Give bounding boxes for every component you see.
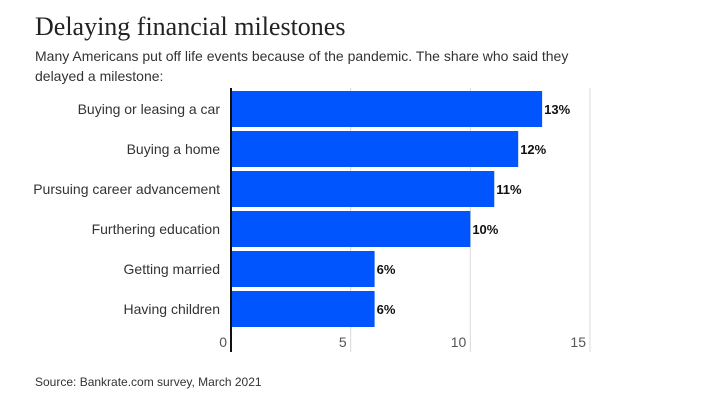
data-label: 11% xyxy=(496,182,522,197)
bar xyxy=(231,291,375,327)
data-label: 10% xyxy=(472,222,498,237)
data-label: 6% xyxy=(377,262,396,277)
bar xyxy=(231,91,543,127)
x-tick-label: 0 xyxy=(219,334,227,350)
data-label: 13% xyxy=(544,102,570,117)
x-tick-label: 15 xyxy=(570,334,586,350)
data-label: 12% xyxy=(520,142,546,157)
data-label: 6% xyxy=(377,302,396,317)
category-label: Buying a home xyxy=(127,141,221,157)
category-label: Furthering education xyxy=(92,221,220,237)
bar xyxy=(231,131,519,167)
x-tick-label: 5 xyxy=(339,334,347,350)
chart-title: Delaying financial milestones xyxy=(35,12,346,41)
x-tick-label: 10 xyxy=(451,334,467,350)
category-label: Getting married xyxy=(124,261,220,277)
chart-source: Source: Bankrate.com survey, March 2021 xyxy=(35,375,262,389)
bar xyxy=(231,211,471,247)
bar xyxy=(231,171,495,207)
category-label: Buying or leasing a car xyxy=(78,101,221,117)
chart-subtitle: Many Americans put off life events becau… xyxy=(35,48,569,84)
bar xyxy=(231,251,375,287)
category-label: Pursuing career advancement xyxy=(33,181,220,197)
category-label: Having children xyxy=(124,301,221,317)
